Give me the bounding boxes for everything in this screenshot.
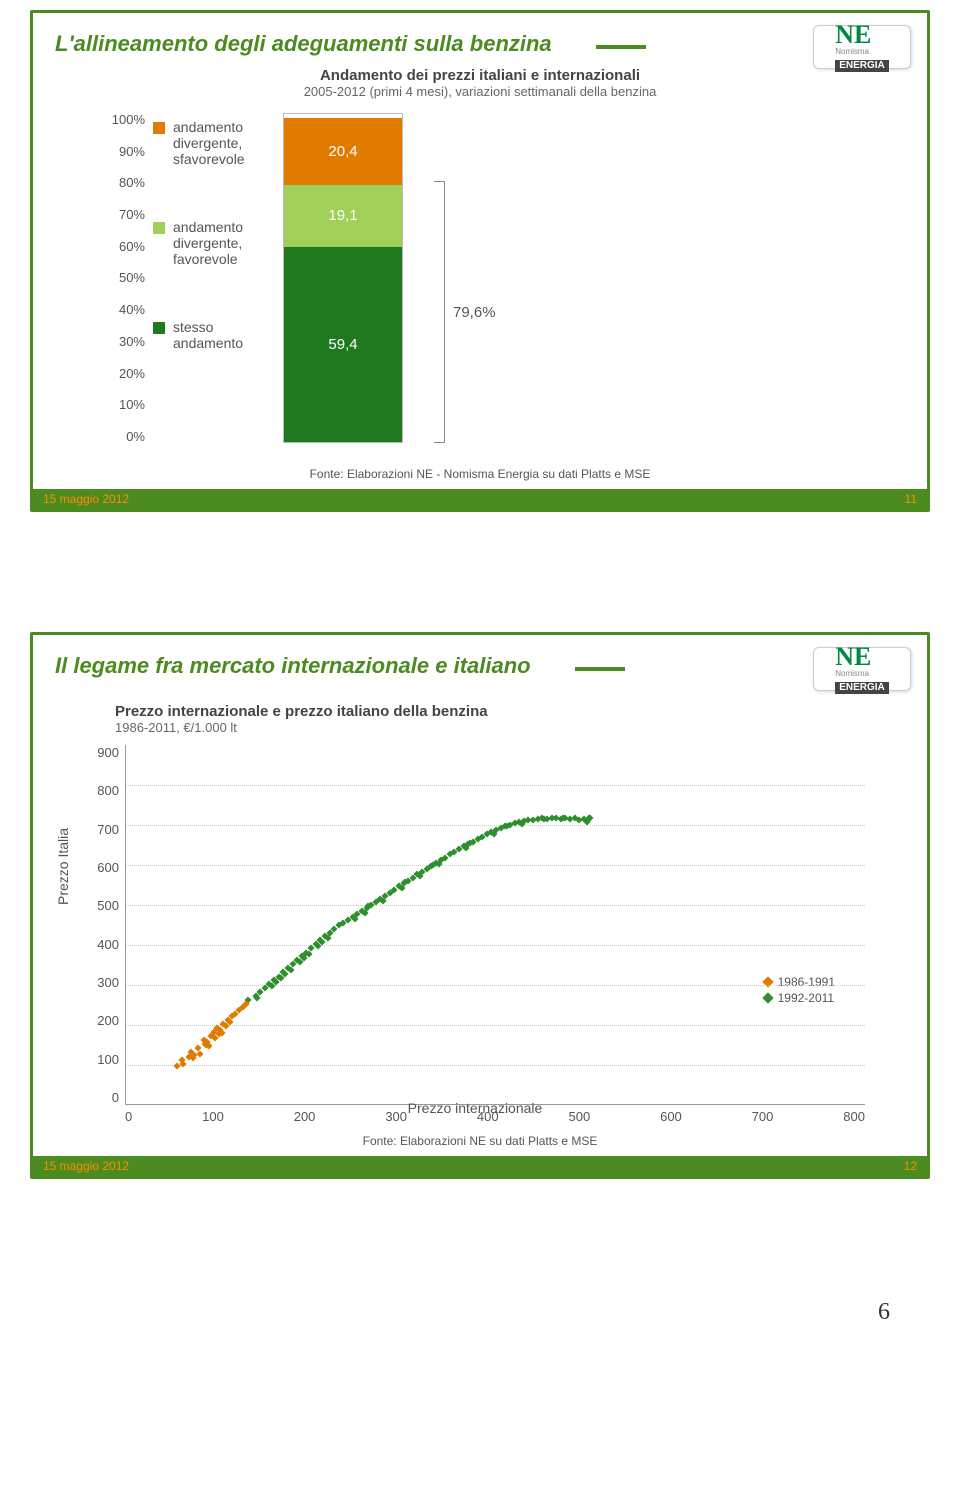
scatter-y-label: Prezzo Italia	[55, 828, 71, 905]
logo-brand: NE	[835, 644, 889, 670]
slide1-footer: 15 maggio 2012 11	[33, 489, 927, 509]
stacked-bar: 59,419,120,4	[283, 113, 403, 443]
logo: NE Nomisma ENERGIA	[813, 647, 911, 691]
scatter-plot-area: 1986-19911992-2011	[125, 745, 865, 1105]
slide2-source: Fonte: Elaborazioni NE su dati Platts e …	[55, 1134, 905, 1148]
y-axis-ticks: 100%90%80%70%60%50%40%30%20%10%0%	[105, 113, 145, 443]
bracket-line	[415, 181, 445, 443]
slide2-chart-title: Prezzo internazionale e prezzo italiano …	[115, 703, 905, 720]
bracket-annotation: 79,6%	[403, 113, 523, 443]
slide1-footer-date: 15 maggio 2012	[43, 492, 129, 506]
slide1-chart-title: Andamento dei prezzi italiani e internaz…	[55, 67, 905, 84]
scatter-legend: 1986-19911992-2011	[764, 975, 835, 1007]
slide1-chart-subtitle: 2005-2012 (primi 4 mesi), variazioni set…	[55, 84, 905, 99]
slide2-footer-date: 15 maggio 2012	[43, 1159, 129, 1173]
scatter-x-label: Prezzo internazionale	[85, 1100, 865, 1116]
logo-line2: ENERGIA	[835, 60, 889, 72]
slide2-footer-page: 12	[904, 1159, 917, 1173]
logo-line2: ENERGIA	[835, 682, 889, 694]
slide2-footer: 15 maggio 2012 12	[33, 1156, 927, 1176]
document-page-number: 6	[30, 1299, 890, 1326]
slide-1: NE Nomisma ENERGIA L'allineamento degli …	[30, 10, 930, 512]
title-underline	[575, 667, 625, 671]
slide1-source: Fonte: Elaborazioni NE - Nomisma Energia…	[55, 467, 905, 481]
logo-line1: Nomisma	[835, 670, 889, 678]
title-underline	[596, 45, 646, 49]
bar-legend: andamento divergente, sfavorevoleandamen…	[153, 113, 283, 403]
slide1-title: L'allineamento degli adeguamenti sulla b…	[55, 31, 552, 57]
slide-2: NE Nomisma ENERGIA Il legame fra mercato…	[30, 632, 930, 1179]
logo-brand: NE	[835, 22, 889, 48]
slide1-footer-page: 11	[905, 492, 917, 506]
scatter-y-ticks: 9008007006005004003002001000	[83, 745, 119, 1105]
scatter-chart: Prezzo Italia 90080070060050040030020010…	[125, 745, 905, 1116]
bracket-label: 79,6%	[453, 304, 496, 321]
logo-line1: Nomisma	[835, 48, 889, 56]
stacked-bar-chart: 100%90%80%70%60%50%40%30%20%10%0% andame…	[55, 113, 905, 449]
logo: NE Nomisma ENERGIA	[813, 25, 911, 69]
slide2-title: Il legame fra mercato internazionale e i…	[55, 653, 531, 679]
slide2-chart-subtitle: 1986-2011, €/1.000 lt	[115, 720, 905, 735]
